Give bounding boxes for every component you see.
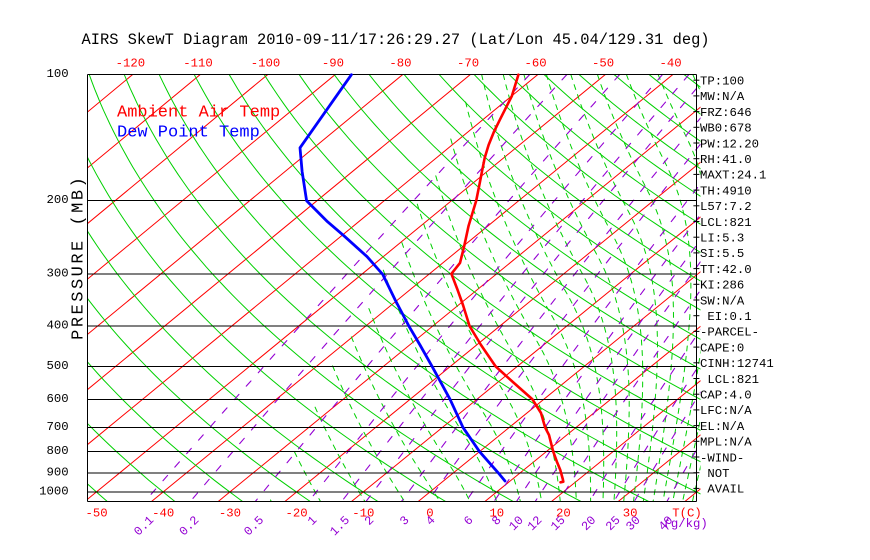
svg-text:10: 10	[489, 507, 504, 521]
svg-text:TP:100: TP:100	[700, 75, 744, 89]
svg-text:MAXT:24.1: MAXT:24.1	[700, 169, 766, 183]
svg-text:-10: -10	[352, 507, 374, 521]
svg-text:FRZ:646: FRZ:646	[700, 106, 752, 120]
svg-text:MPL:N/A: MPL:N/A	[700, 436, 752, 450]
svg-text:Dew Point Temp: Dew Point Temp	[117, 124, 260, 143]
svg-text:NOT: NOT	[707, 467, 729, 481]
svg-text:-120: -120	[116, 57, 146, 71]
svg-text:CAP:4.0: CAP:4.0	[700, 389, 752, 403]
svg-text:800: 800	[47, 444, 69, 458]
svg-text:-50: -50	[592, 57, 614, 71]
svg-text:RH:41.0: RH:41.0	[700, 153, 752, 167]
svg-text:EI:0.1: EI:0.1	[707, 310, 751, 324]
svg-text:200: 200	[47, 193, 69, 207]
svg-text:-90: -90	[322, 57, 344, 71]
svg-text:0: 0	[426, 507, 433, 521]
svg-text:PRESSURE (MB): PRESSURE (MB)	[70, 175, 89, 340]
svg-text:CAPE:0: CAPE:0	[700, 341, 744, 355]
svg-text:PW:12.20: PW:12.20	[700, 137, 759, 151]
svg-text:AIRS SkewT Diagram 2010-09-11/: AIRS SkewT Diagram 2010-09-11/17:26:29.2…	[82, 31, 710, 49]
svg-text:-50: -50	[86, 507, 108, 521]
svg-text:500: 500	[47, 359, 69, 373]
svg-text:-40: -40	[152, 507, 174, 521]
svg-text:20: 20	[556, 507, 571, 521]
svg-text:LI:5.3: LI:5.3	[700, 232, 744, 246]
svg-text:900: 900	[47, 465, 69, 479]
svg-text:LFC:N/A: LFC:N/A	[700, 404, 752, 418]
svg-text:1000: 1000	[39, 485, 69, 499]
svg-text:MW:N/A: MW:N/A	[700, 90, 745, 104]
svg-text:CINH:12741: CINH:12741	[700, 357, 774, 371]
svg-text:-40: -40	[660, 57, 682, 71]
svg-text:100: 100	[47, 67, 69, 81]
svg-text:-110: -110	[183, 57, 213, 71]
svg-text:-30: -30	[219, 507, 241, 521]
svg-text:400: 400	[47, 318, 69, 332]
svg-text:-70: -70	[457, 57, 479, 71]
svg-text:SI:5.5: SI:5.5	[700, 247, 744, 261]
svg-text:-80: -80	[389, 57, 411, 71]
svg-text:700: 700	[47, 420, 69, 434]
svg-text:Ambient Air Temp: Ambient Air Temp	[117, 104, 280, 123]
svg-text:L57:7.2: L57:7.2	[700, 200, 752, 214]
svg-text:T(C): T(C)	[672, 507, 702, 521]
svg-text:TT:42.0: TT:42.0	[700, 263, 752, 277]
svg-text:(g/kg): (g/kg)	[664, 517, 708, 531]
svg-text:300: 300	[47, 266, 69, 280]
svg-text:TH:4910: TH:4910	[700, 184, 752, 198]
svg-text:-PARCEL-: -PARCEL-	[700, 326, 759, 340]
svg-text:WB0:678: WB0:678	[700, 122, 752, 136]
svg-text:-WIND-: -WIND-	[700, 451, 744, 465]
svg-text:600: 600	[47, 392, 69, 406]
svg-text:SW:N/A: SW:N/A	[700, 294, 745, 308]
svg-text:-60: -60	[525, 57, 547, 71]
svg-text:-100: -100	[251, 57, 281, 71]
svg-text:LCL:821: LCL:821	[700, 216, 752, 230]
svg-text:AVAIL: AVAIL	[707, 483, 744, 497]
svg-text:-20: -20	[286, 507, 308, 521]
svg-text:EL:N/A: EL:N/A	[700, 420, 745, 434]
svg-text:LCL:821: LCL:821	[707, 373, 759, 387]
svg-text:30: 30	[623, 507, 638, 521]
svg-text:KI:286: KI:286	[700, 279, 744, 293]
